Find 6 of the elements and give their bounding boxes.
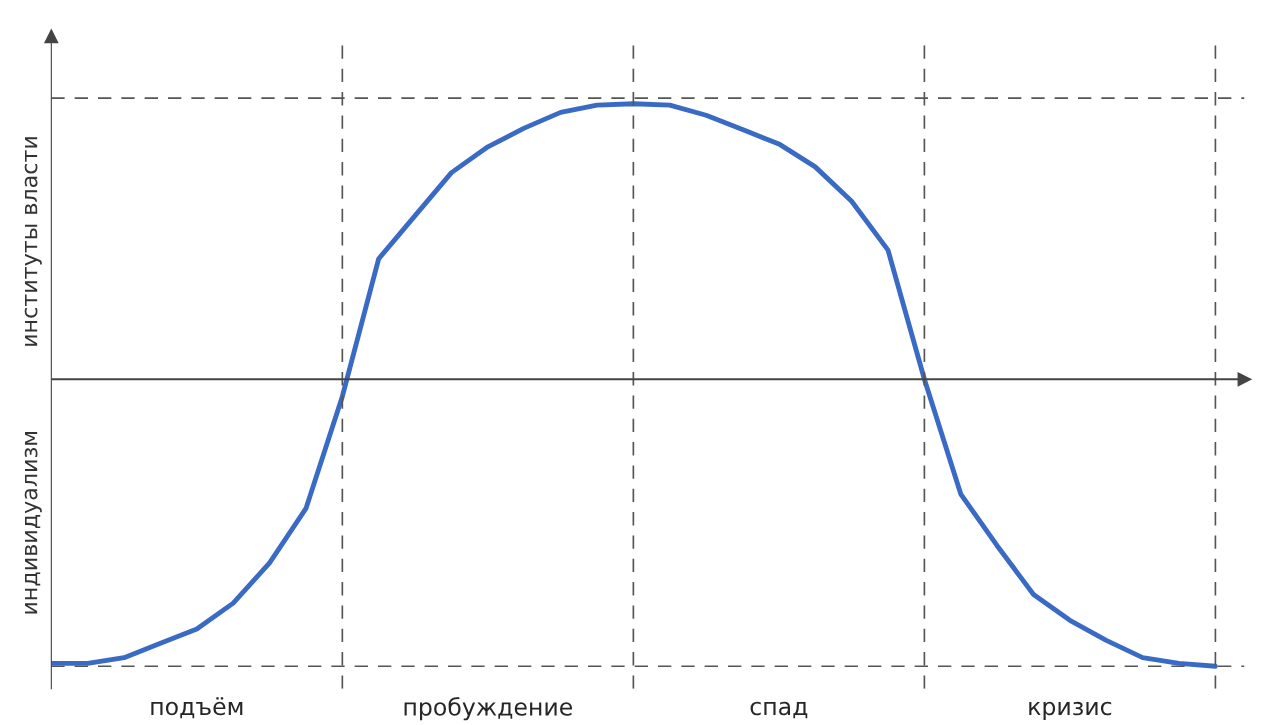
text: институты власти — [24, 137, 42, 346]
x-tick-label: пробуждение — [404, 697, 573, 721]
x-tick-label: спад — [750, 701, 808, 719]
x-tick-label: подъём — [151, 697, 243, 719]
text: индивидуализм — [24, 431, 42, 614]
x-tick-label: кризис — [1029, 701, 1112, 720]
